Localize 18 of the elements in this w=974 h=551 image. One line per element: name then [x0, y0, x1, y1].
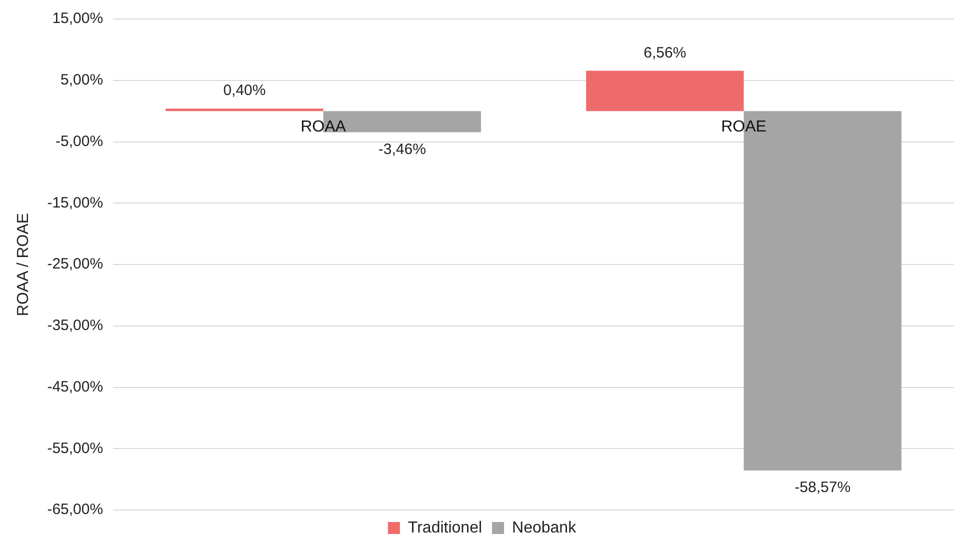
y-tick-label: -5,00%: [56, 132, 104, 150]
y-tick-label: 5,00%: [60, 72, 104, 89]
y-tick-label: -15,00%: [47, 194, 104, 212]
bar: [166, 108, 324, 112]
data-label: -3,46%: [378, 140, 426, 158]
data-label: -58,57%: [794, 479, 851, 496]
bar: [586, 70, 744, 112]
data-label: 0,40%: [223, 82, 266, 100]
y-axis-title: ROAA / ROAE: [15, 212, 32, 316]
y-tick-label: -55,00%: [47, 440, 104, 457]
legend-label: Neobank: [512, 519, 578, 536]
y-tick-label: 15,00%: [52, 10, 104, 28]
y-tick-label: -65,00%: [47, 501, 104, 518]
y-tick-label: -45,00%: [47, 378, 104, 396]
legend-label: Traditionel: [408, 519, 482, 536]
data-label: 6,56%: [644, 44, 686, 62]
y-tick-label: -35,00%: [47, 317, 104, 334]
y-tick-label: -25,00%: [47, 256, 104, 273]
